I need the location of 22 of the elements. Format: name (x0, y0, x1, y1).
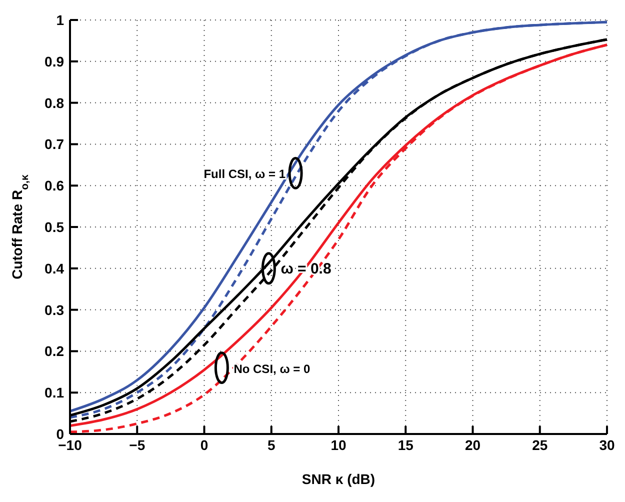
x-tick-label: 5 (267, 436, 276, 453)
x-tick-label: 25 (532, 436, 548, 453)
x-tick-label: 30 (599, 436, 615, 453)
y-tick-label: 0 (56, 426, 64, 442)
y-tick-label: 0.7 (44, 136, 64, 152)
x-tick-label: −5 (129, 436, 146, 453)
annotation: Full CSI, ω = 1 (204, 167, 286, 182)
y-tick-label: 0.1 (44, 384, 64, 401)
x-tick-label: 0 (200, 436, 208, 453)
x-tick-label: 10 (330, 436, 346, 453)
x-tick-label: 15 (398, 436, 414, 453)
y-tick-label: 0.8 (44, 94, 64, 111)
annotation: No CSI, ω = 0 (234, 362, 311, 376)
x-tick-label: 20 (464, 436, 481, 453)
y-tick-label: 0.5 (44, 218, 64, 235)
y-tick-label: 0.2 (44, 343, 64, 360)
y-tick-label: 0.9 (44, 53, 64, 70)
y-tick-label: 0.4 (44, 260, 64, 276)
y-tick-label: 0.6 (44, 178, 64, 194)
y-tick-label: 1 (56, 12, 64, 28)
y-tick-label: 0.3 (44, 302, 64, 318)
x-axis-title: SNR κ (dB) (302, 471, 376, 487)
